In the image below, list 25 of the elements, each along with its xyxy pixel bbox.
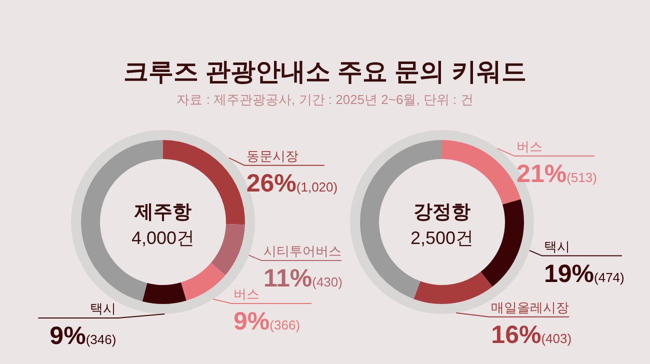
data-label: 16%(403) bbox=[491, 320, 572, 349]
donut-slice bbox=[414, 272, 492, 304]
slice-label: 시티투어버스 bbox=[263, 243, 342, 258]
chart-subtitle: 자료 : 제주관광공사, 기간 : 2025년 2~6월, 단위 : 건 bbox=[176, 92, 474, 107]
data-label: 9%(346) bbox=[50, 322, 116, 350]
donut-slice bbox=[480, 199, 524, 287]
slice-label: 동문시장 bbox=[246, 148, 298, 164]
donut-slice bbox=[210, 224, 245, 276]
slice-label: 버스 bbox=[516, 139, 543, 154]
text: 강정항 bbox=[414, 202, 470, 223]
data-label: 21%(513) bbox=[516, 160, 597, 188]
data-label: 19%(474) bbox=[544, 260, 624, 288]
donut-slice bbox=[142, 282, 186, 304]
data-label: 11%(430) bbox=[263, 264, 342, 292]
chart-title: 크루즈 관광안내소 주요 문의 키워드 bbox=[124, 58, 526, 86]
text: 제주항 bbox=[134, 202, 192, 223]
data-label: 9%(366) bbox=[234, 307, 300, 336]
data-label: 26%(1,020) bbox=[246, 169, 338, 198]
text: 2,500건 bbox=[410, 228, 474, 248]
text: 4,000건 bbox=[131, 228, 195, 248]
slice-label: 버스 bbox=[234, 286, 260, 302]
slice-label: 택시 bbox=[90, 300, 116, 316]
donut-slice bbox=[180, 262, 226, 301]
slice-label: 매일올레시장 bbox=[491, 300, 570, 315]
slice-label: 택시 bbox=[544, 238, 570, 254]
